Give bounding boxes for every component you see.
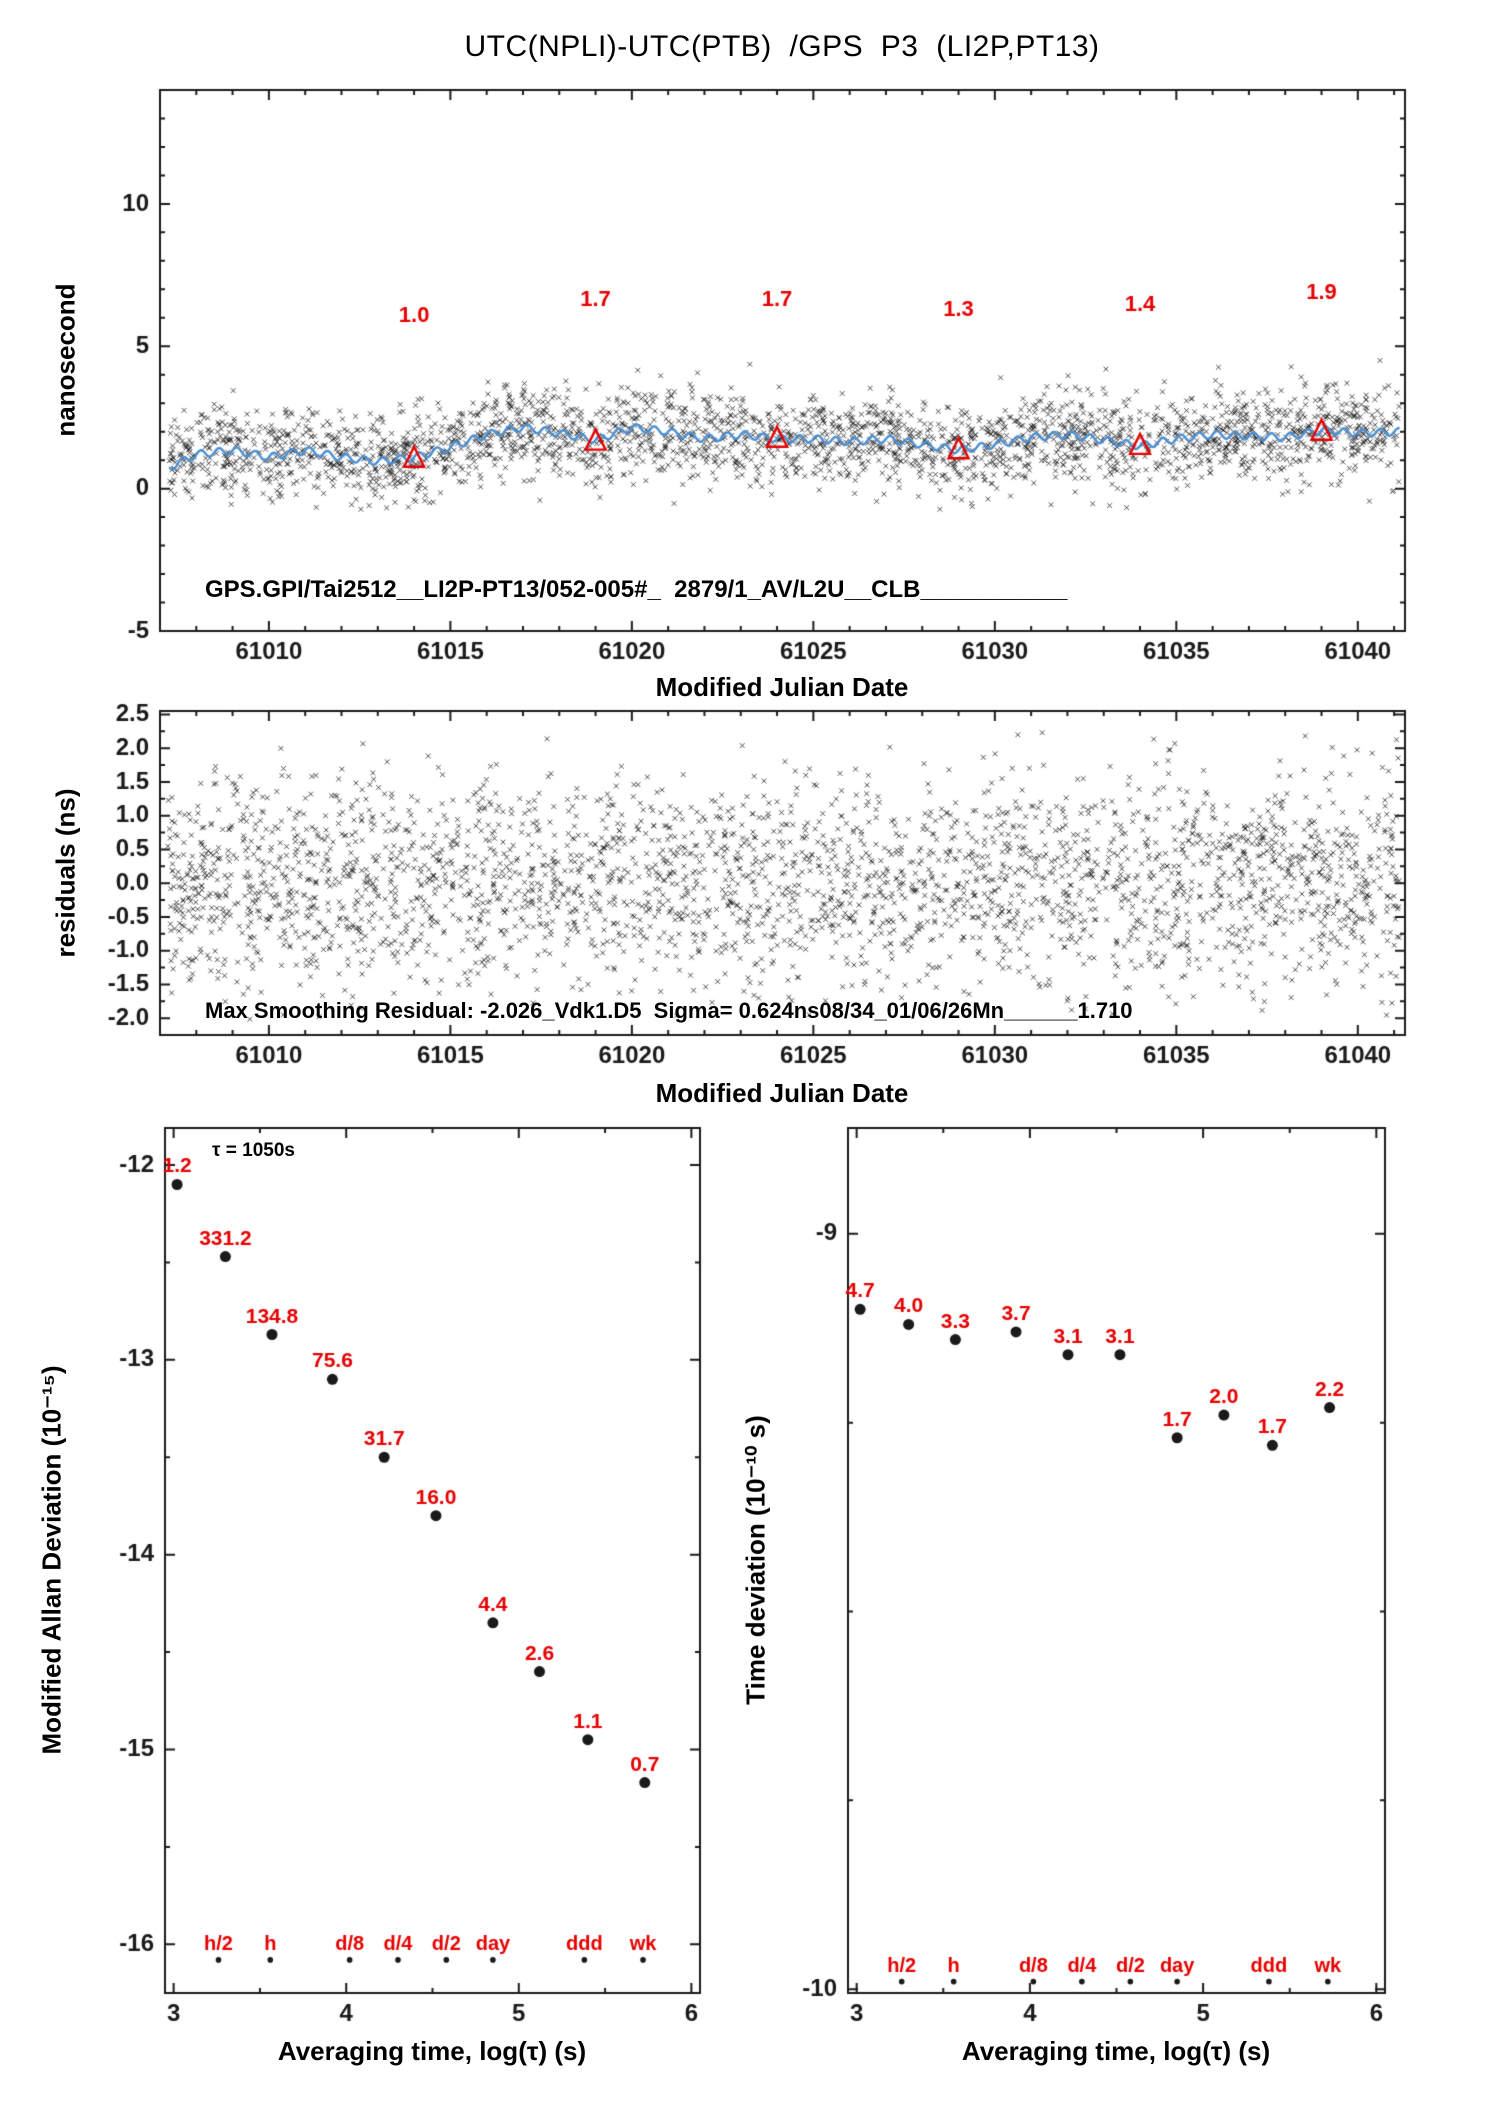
tdev-xaxis-label: Averaging time, log(τ) (s)	[961, 2036, 1271, 2066]
tdev-yaxis-label: Time deviation (10⁻¹⁰ s)	[740, 1415, 771, 1705]
phase-xaxis-label: Modified Julian Date	[655, 672, 909, 702]
phase-link-annotation: GPS.GPI/Tai2512__LI2P-PT13/052-005#_ 287…	[205, 576, 1068, 603]
mdev-xaxis-label: Averaging time, log(τ) (s)	[277, 2036, 587, 2066]
mdev-tau-note: τ = 1050s	[212, 1140, 295, 1161]
figure-title: UTC(NPLI)-UTC(PTB) /GPS P3 (LI2P,PT13)	[464, 30, 1100, 63]
residuals-sigma-annotation: Max Smoothing Residual: -2.026_Vdk1.D5 S…	[205, 998, 1133, 1023]
residuals-xaxis-label: Modified Julian Date	[655, 1078, 909, 1108]
mdev-yaxis-label: Modified Allan Deviation (10⁻¹⁵)	[36, 1365, 67, 1755]
phase-yaxis-label: nanosecond	[50, 283, 81, 437]
residuals-yaxis-label: residuals (ns)	[50, 788, 81, 958]
